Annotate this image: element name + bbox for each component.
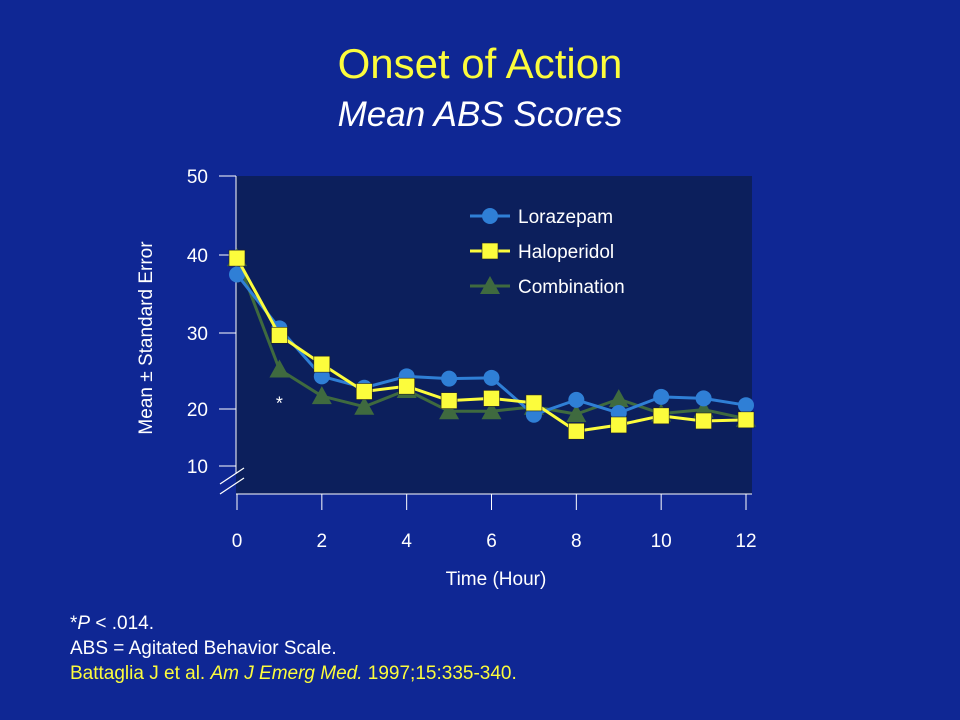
legend-item-lorazepam: Lorazepam (470, 207, 613, 228)
data-point-lorazepam (483, 369, 500, 386)
significance-p: P (77, 613, 91, 634)
data-point-combination (269, 359, 290, 378)
data-point-lorazepam (695, 390, 712, 407)
data-point-haloperidol (610, 416, 628, 434)
data-point-lorazepam (441, 370, 458, 387)
axis-break-mark (219, 477, 245, 495)
data-point-combination (566, 404, 587, 423)
x-tick-label: 0 (232, 531, 243, 552)
significance-star: * (70, 613, 78, 634)
data-point-haloperidol (652, 407, 670, 425)
data-point-haloperidol (483, 390, 500, 407)
legend-marker-haloperidol (481, 242, 499, 260)
significance-annotation: * (276, 393, 283, 413)
significance-value: < .014. (90, 613, 155, 634)
data-point-haloperidol (398, 377, 415, 395)
y-tick-label: 30 (187, 324, 208, 345)
plot-area (236, 176, 752, 494)
legend-label: Lorazepam (518, 207, 613, 228)
x-tick-label: 8 (571, 531, 582, 552)
data-point-lorazepam (738, 397, 754, 414)
series-lorazepam (229, 266, 754, 423)
legend-item-combination: Combination (470, 276, 625, 298)
y-tick-label: 50 (187, 167, 208, 188)
data-point-combination (311, 386, 332, 405)
y-tick-label: 20 (187, 400, 208, 421)
data-point-haloperidol (440, 392, 458, 409)
x-tick-label: 2 (317, 531, 328, 552)
data-point-lorazepam (568, 391, 585, 408)
citation-details: 1997;15:335-340. (362, 663, 517, 684)
series-haloperidol (228, 249, 755, 440)
data-point-lorazepam (653, 388, 670, 405)
data-point-combination (481, 401, 502, 420)
x-tick-label: 12 (735, 531, 756, 552)
axis-break-mark (219, 467, 245, 485)
legend-label: Haloperidol (518, 242, 614, 263)
x-axis-title: Time (Hour) (446, 569, 547, 590)
legend-marker-combination (480, 276, 500, 294)
data-point-combination (354, 396, 375, 415)
data-point-haloperidol (271, 326, 288, 344)
citation: Battaglia J et al. Am J Emerg Med. 1997;… (70, 661, 517, 686)
data-point-haloperidol (737, 411, 755, 429)
y-tick-label: 40 (187, 246, 208, 267)
legend-item-haloperidol: Haloperidol (470, 242, 614, 263)
data-point-haloperidol (313, 355, 331, 373)
slide-title: Onset of Action (337, 40, 623, 87)
data-point-haloperidol (228, 249, 246, 267)
slide-subtitle: Mean ABS Scores (337, 95, 623, 134)
footnotes: *P < .014. ABS = Agitated Behavior Scale… (70, 611, 517, 686)
data-point-haloperidol (355, 383, 373, 400)
data-point-combination (608, 389, 629, 408)
y-tick-label: 10 (187, 457, 208, 478)
legend-label: Combination (518, 277, 625, 298)
legend: Lorazepam Haloperidol Combination (470, 207, 625, 298)
data-point-haloperidol (695, 412, 712, 430)
citation-authors: Battaglia J et al. (70, 663, 211, 684)
y-axis-title: Mean ± Standard Error (136, 241, 157, 435)
legend-marker-lorazepam (482, 208, 498, 224)
data-point-haloperidol (568, 422, 585, 440)
data-point-lorazepam (229, 266, 245, 283)
x-tick-label: 6 (486, 531, 497, 552)
data-point-haloperidol (525, 394, 543, 412)
abbreviation-note: ABS = Agitated Behavior Scale. (70, 638, 337, 659)
x-tick-label: 10 (651, 531, 672, 552)
data-point-combination (439, 401, 460, 420)
citation-journal: Am J Emerg Med. (210, 663, 363, 684)
x-tick-label: 4 (401, 531, 412, 552)
significance-note: *P < .014. (70, 611, 517, 636)
